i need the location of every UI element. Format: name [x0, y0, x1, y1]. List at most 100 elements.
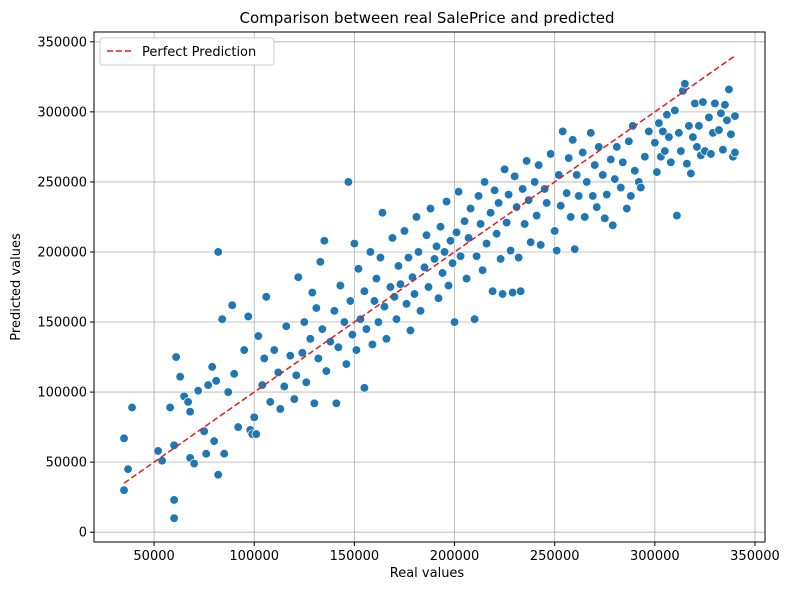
data-point — [157, 456, 167, 466]
data-point — [317, 324, 327, 334]
legend-label: Perfect Prediction — [142, 45, 256, 60]
data-point — [213, 470, 223, 480]
data-point — [297, 348, 307, 358]
data-point — [307, 287, 317, 298]
data-point — [441, 196, 452, 207]
x-tick-label: 50000 — [133, 549, 174, 564]
x-axis-ticks: 50000 100000 150000 200000 250000 300000 35000… — [133, 542, 780, 564]
data-point — [445, 236, 456, 246]
data-point — [299, 317, 309, 327]
data-point — [499, 164, 510, 174]
data-point — [329, 306, 340, 316]
data-point — [491, 229, 502, 239]
data-point — [411, 212, 422, 222]
data-point — [610, 174, 620, 184]
data-point — [730, 147, 740, 158]
data-point — [169, 513, 179, 523]
data-point — [509, 171, 520, 181]
data-point — [730, 111, 740, 121]
data-point — [654, 118, 664, 128]
data-point — [718, 145, 728, 155]
axes-frame — [93, 31, 766, 543]
data-point — [365, 247, 376, 257]
data-point — [618, 157, 628, 167]
data-point — [127, 402, 137, 413]
data-point — [684, 121, 694, 131]
data-point — [630, 166, 640, 176]
data-point — [435, 222, 446, 232]
data-point — [534, 160, 544, 170]
data-point — [351, 345, 362, 355]
data-point — [598, 170, 608, 180]
data-point — [321, 366, 331, 376]
y-axis-label: Predicted values — [9, 233, 24, 341]
data-point — [233, 422, 243, 432]
legend-box — [99, 37, 275, 66]
data-point — [451, 227, 462, 238]
data-point — [443, 280, 454, 291]
data-point — [670, 105, 680, 116]
data-point — [413, 247, 424, 257]
data-point — [409, 289, 420, 299]
data-point — [371, 273, 382, 284]
data-point — [359, 383, 370, 393]
data-point — [375, 252, 386, 263]
data-point — [165, 402, 175, 413]
data-point — [530, 177, 540, 187]
data-point — [251, 429, 261, 439]
data-point — [722, 115, 732, 125]
data-point — [519, 219, 530, 229]
data-point — [564, 153, 574, 163]
x-tick-label: 350000 — [730, 549, 780, 564]
data-point — [291, 370, 301, 380]
data-point — [568, 135, 578, 145]
data-point — [339, 317, 350, 327]
data-point — [193, 386, 203, 396]
data-point — [293, 272, 303, 282]
data-point — [227, 300, 237, 310]
data-point — [716, 108, 726, 118]
data-point — [694, 121, 704, 131]
data-point — [419, 262, 430, 273]
data-point — [481, 238, 492, 249]
data-point — [660, 146, 670, 156]
data-point — [399, 226, 410, 236]
reference-line-layer — [123, 55, 736, 484]
data-point — [289, 394, 299, 404]
data-point — [431, 241, 442, 252]
data-point — [423, 282, 434, 292]
data-point — [429, 254, 440, 264]
data-point — [465, 203, 476, 214]
data-point — [616, 182, 626, 193]
data-point — [175, 372, 185, 382]
perfect-prediction-line — [123, 55, 736, 484]
data-point — [259, 353, 269, 364]
data-point — [185, 407, 195, 417]
data-point — [333, 342, 344, 352]
data-point — [309, 398, 319, 408]
data-point — [582, 177, 592, 187]
data-point — [341, 359, 352, 369]
data-point — [331, 398, 342, 408]
data-point — [546, 149, 556, 159]
data-point — [169, 495, 179, 505]
data-point — [664, 132, 674, 142]
data-point — [479, 177, 490, 187]
data-point — [369, 296, 380, 306]
data-point — [513, 252, 524, 263]
data-point — [401, 299, 412, 309]
data-point — [347, 329, 358, 340]
data-point — [608, 220, 618, 231]
data-point — [209, 436, 219, 446]
data-point — [249, 412, 259, 422]
data-point — [503, 189, 514, 200]
data-point — [495, 254, 506, 264]
data-point — [311, 303, 321, 313]
data-point — [239, 345, 249, 355]
data-point — [628, 121, 638, 131]
data-point — [425, 203, 436, 214]
data-point — [594, 142, 604, 152]
data-point — [606, 154, 616, 165]
data-point — [507, 287, 518, 298]
